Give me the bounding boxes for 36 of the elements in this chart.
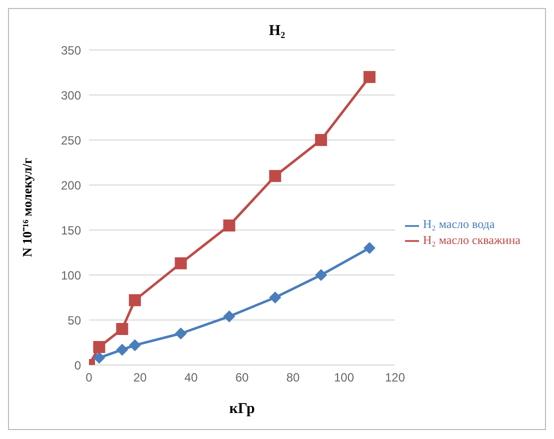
x-tick-label: 60 (235, 370, 249, 385)
x-tick-label: 20 (133, 370, 147, 385)
point (269, 292, 282, 304)
chart-title: H₂ (268, 23, 286, 40)
point (364, 242, 376, 254)
y-axis-title: N 10⁻¹⁶ молекул/г (20, 158, 35, 258)
point (116, 323, 128, 335)
x-tick-label: 80 (286, 370, 300, 385)
y-tick-label: 200 (60, 178, 82, 192)
point (128, 339, 141, 352)
point (269, 170, 282, 182)
point (223, 310, 236, 322)
x-tick-label: 0 (86, 370, 93, 385)
x-tick-label: 120 (384, 370, 406, 385)
point (93, 341, 106, 353)
point (223, 220, 236, 232)
y-tick-label: 50 (68, 313, 82, 328)
y-tick-label: 100 (60, 268, 82, 282)
y-tick-label: 300 (60, 88, 82, 102)
point (364, 71, 376, 83)
x-axis-title: кГр (229, 401, 255, 417)
y-tick-label: 150 (60, 223, 82, 238)
y-tick-label: 0 (74, 358, 82, 372)
y-tick-label: 250 (60, 133, 82, 148)
legend-label: H₂ масло вода (423, 217, 495, 232)
x-tick-label: 100 (334, 370, 354, 385)
point (93, 352, 106, 364)
point (116, 344, 128, 356)
point (174, 328, 187, 340)
y-tick-label: 350 (60, 43, 82, 58)
point (315, 269, 328, 281)
point (315, 134, 328, 146)
legend-label: H₂ масло скважина (423, 232, 520, 246)
point (128, 294, 141, 306)
point (174, 257, 187, 270)
x-tick-label: 40 (184, 370, 198, 385)
